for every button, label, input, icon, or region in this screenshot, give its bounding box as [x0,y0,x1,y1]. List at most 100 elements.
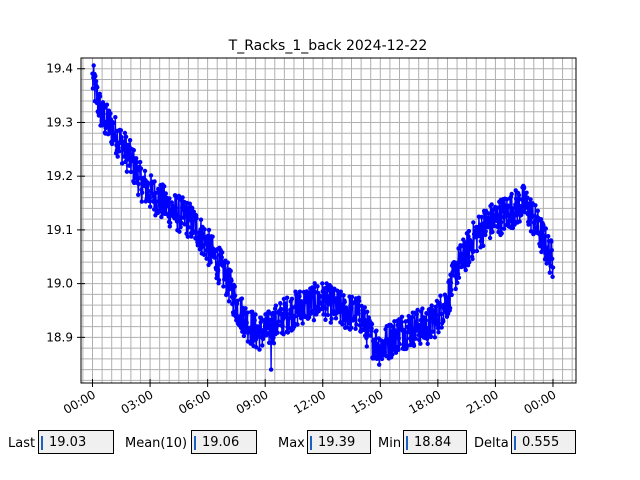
data-point [386,338,391,343]
data-point [113,135,118,140]
data-point [241,333,247,339]
data-point [180,195,185,200]
x-tick-label: 15:00 [349,387,386,416]
data-point [275,330,280,335]
data-point [307,304,313,309]
data-point [509,191,514,197]
data-point [260,336,266,342]
data-point [410,314,415,320]
data-point [346,315,351,320]
data-point [501,226,507,231]
mean-label: Mean(10) [125,436,188,451]
data-point [253,312,258,317]
x-tick-label: 06:00 [176,387,213,416]
data-point [124,169,130,174]
data-point [134,160,140,165]
data-point [349,305,354,311]
data-point [396,336,401,341]
data-point [204,256,209,261]
data-point [545,260,550,266]
data-point [439,311,444,317]
data-point [435,321,440,326]
data-point [148,204,153,209]
data-point [548,252,553,258]
stats-bar: Last 19.03 Mean(10) 19.06 Max 19.39 Min … [0,430,640,460]
mean-value-field[interactable]: 19.06 [191,430,257,454]
data-point [550,274,555,279]
data-point [300,321,305,326]
data-point [546,234,551,239]
data-point [113,115,118,120]
data-point [534,224,540,230]
data-point [278,301,283,306]
data-point [445,296,450,301]
data-point [177,229,182,234]
data-point [145,189,150,194]
data-point [201,231,206,236]
data-point [357,318,362,323]
data-point [434,318,439,323]
data-point [117,149,122,154]
data-point [344,305,349,310]
data-point [407,327,412,332]
min-value-field[interactable]: 18.84 [403,430,467,454]
data-point [364,344,369,349]
data-point [306,315,312,320]
data-point [205,241,210,246]
data-point [206,227,212,233]
data-point [500,200,506,205]
data-point [466,228,472,234]
data-point [535,208,540,213]
data-point [347,309,352,314]
data-point [428,334,434,340]
data-point [208,243,214,248]
x-tick-label: 03:00 [119,387,156,416]
data-point [123,134,129,139]
data-point [355,302,361,307]
data-point [510,225,516,231]
data-point [325,312,331,318]
data-point [119,135,124,140]
data-point [354,322,359,327]
delta-value-field[interactable]: 0.555 [511,430,576,454]
data-point [273,303,279,308]
max-value-field[interactable]: 19.39 [307,430,371,454]
data-point [485,224,490,230]
data-point [321,312,326,317]
text-cursor [41,436,43,450]
last-value: 19.03 [49,435,87,450]
x-tick-label: 00:00 [61,387,98,416]
data-point [372,337,377,342]
data-point [526,222,531,227]
data-point [499,220,504,225]
data-point [232,284,237,289]
data-point [283,303,289,309]
data-point [167,196,172,201]
data-point [194,216,199,221]
data-point [338,289,343,294]
data-point [413,336,418,341]
data-point [148,173,154,178]
data-point [140,190,145,195]
data-point [97,94,103,99]
data-point [108,111,113,116]
data-point [489,202,494,207]
data-point [547,270,552,275]
data-point [238,325,244,330]
data-point [432,335,438,340]
data-point [187,201,192,206]
last-value-field[interactable]: 19.03 [38,430,114,454]
data-point [317,294,323,300]
data-point [249,324,255,330]
data-point [152,179,157,184]
data-point [111,138,116,143]
data-point [532,213,538,219]
data-point [312,281,317,286]
data-point [433,304,438,310]
data-point [158,199,163,205]
data-point [219,255,224,260]
data-point [325,288,330,293]
text-cursor [310,436,312,450]
data-point [94,100,100,106]
data-point [156,190,162,195]
